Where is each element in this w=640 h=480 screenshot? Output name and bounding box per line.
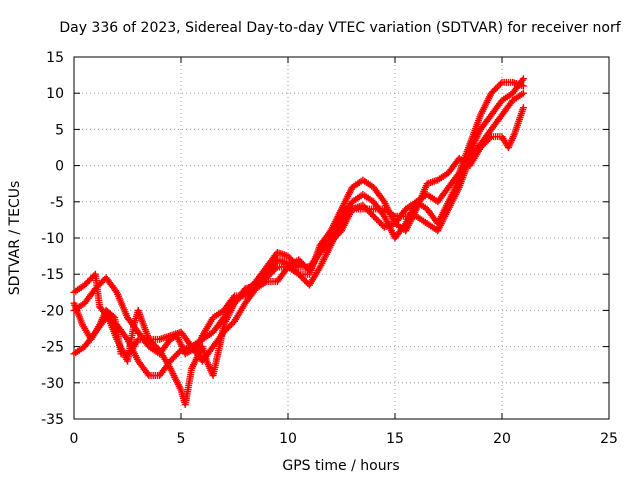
data-point-marker (496, 80, 504, 88)
data-point-marker (519, 82, 527, 90)
data-point-marker (374, 217, 382, 225)
data-point-marker (493, 83, 501, 91)
data-point-marker (85, 276, 93, 284)
y-tick-label: -20 (41, 303, 64, 319)
data-point-marker (286, 254, 294, 262)
data-point-marker (328, 236, 336, 244)
data-point-marker (519, 89, 527, 97)
chart-title: Day 336 of 2023, Sidereal Day-to-day VTE… (59, 20, 621, 36)
y-tick-label: -25 (41, 340, 64, 356)
data-point-marker (492, 85, 500, 93)
data-point-marker (373, 215, 381, 223)
x-tick-label: 5 (177, 431, 186, 447)
data-point-marker (226, 322, 234, 330)
data-point-marker (298, 259, 306, 267)
data-point-marker (333, 231, 341, 239)
data-point-marker (295, 256, 303, 264)
y-axis-label: SDTVAR / TECUs (7, 181, 23, 296)
data-series (70, 75, 527, 409)
data-point-marker (267, 269, 275, 277)
data-point-marker (269, 268, 277, 276)
y-tick-label: -35 (41, 412, 64, 428)
data-point-marker (284, 252, 292, 260)
y-tick-label: -30 (41, 376, 64, 392)
y-tick-label: -10 (41, 231, 64, 247)
data-point-marker (325, 239, 333, 247)
data-point-marker (495, 81, 503, 89)
x-axis-label: GPS time / hours (282, 458, 399, 474)
data-point-marker (316, 248, 324, 256)
data-point-marker (227, 320, 235, 328)
data-point-marker (266, 271, 274, 279)
data-point-marker (88, 273, 96, 281)
data-point-marker (321, 244, 329, 252)
data-point-marker (518, 76, 526, 84)
y-tick-label: 0 (55, 159, 64, 175)
axis-ticks: 0 5 10 15 20 25 -35 -30 -25 -20 -15 -10 -5 0 5 10 15 (41, 50, 618, 447)
data-point-marker (367, 209, 375, 217)
data-point-marker (168, 356, 176, 364)
data-point-marker (144, 370, 152, 378)
data-point-marker (223, 325, 231, 333)
data-point-marker (327, 238, 335, 246)
data-point-marker (301, 262, 309, 270)
data-point-marker (296, 257, 304, 265)
data-point-marker (224, 323, 232, 331)
data-point-marker (324, 241, 332, 249)
y-tick-label: 10 (46, 86, 64, 102)
data-point-marker (151, 342, 159, 350)
x-tick-label: 25 (600, 431, 618, 447)
y-tick-label: 5 (55, 122, 64, 138)
data-point-marker (148, 338, 156, 346)
data-point-marker (377, 220, 385, 228)
data-point-marker (322, 242, 330, 250)
data-point-marker (298, 273, 306, 281)
series-track-4 (70, 89, 527, 365)
data-point-marker (174, 349, 182, 357)
data-point-marker (489, 88, 497, 96)
data-point-marker (221, 327, 229, 335)
data-point-marker (371, 214, 379, 222)
data-point-marker (112, 287, 120, 295)
data-point-marker (272, 265, 280, 273)
data-point-marker (370, 212, 378, 220)
data-point-marker (229, 294, 237, 302)
grid (74, 57, 609, 419)
data-point-marker (82, 280, 90, 288)
data-point-marker (169, 354, 177, 362)
y-tick-label: -5 (50, 195, 64, 211)
data-point-marker (84, 278, 92, 286)
data-point-marker (519, 104, 527, 112)
data-point-marker (490, 86, 498, 94)
data-point-marker (301, 276, 309, 284)
x-tick-label: 0 (70, 431, 79, 447)
data-point-marker (270, 266, 278, 274)
data-point-marker (519, 75, 527, 83)
y-tick-label: 15 (46, 50, 64, 66)
data-point-marker (334, 230, 342, 238)
data-point-marker (220, 328, 228, 336)
data-point-marker (331, 233, 339, 241)
data-point-marker (487, 89, 495, 97)
y-tick-label: -15 (41, 267, 64, 283)
x-tick-label: 10 (279, 431, 297, 447)
data-point-marker (171, 352, 179, 360)
data-point-marker (318, 247, 326, 255)
data-point-marker (81, 281, 89, 289)
x-tick-label: 15 (386, 431, 404, 447)
data-point-marker (299, 260, 307, 268)
data-point-marker (172, 351, 180, 359)
data-point-marker (319, 245, 327, 253)
data-point-marker (376, 218, 384, 226)
data-point-marker (330, 235, 338, 243)
x-tick-label: 20 (493, 431, 511, 447)
data-point-marker (153, 343, 161, 351)
